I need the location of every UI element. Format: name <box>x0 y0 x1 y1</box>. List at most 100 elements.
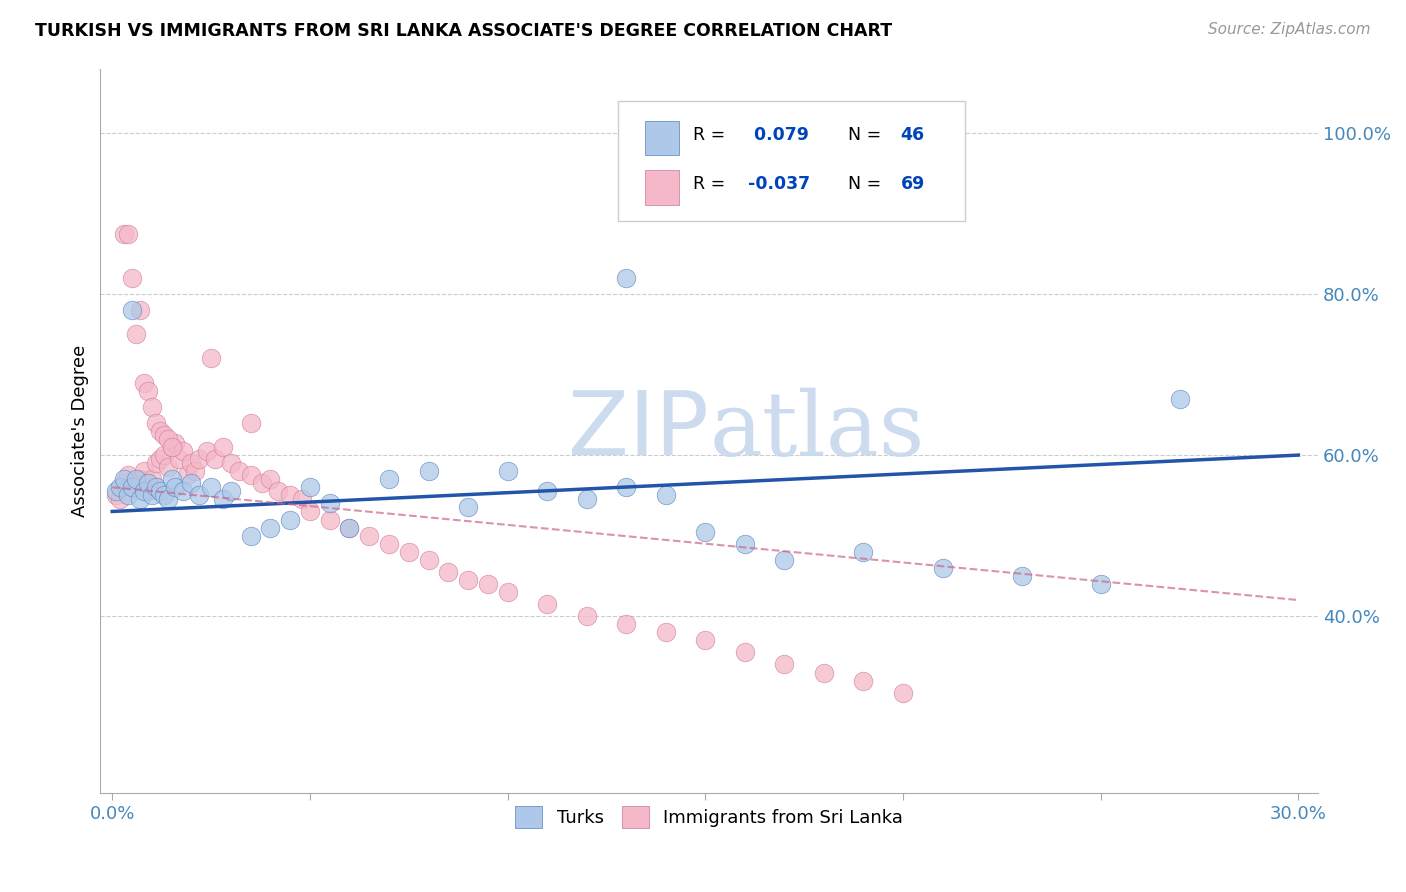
Point <box>339 520 361 534</box>
Point <box>614 617 637 632</box>
Point <box>614 480 637 494</box>
Point <box>160 472 183 486</box>
Point <box>156 432 179 446</box>
Point <box>228 464 250 478</box>
Point <box>496 585 519 599</box>
Y-axis label: Associate's Degree: Associate's Degree <box>72 345 89 517</box>
Point <box>117 468 139 483</box>
Point <box>378 472 401 486</box>
Point <box>108 492 131 507</box>
Point <box>132 464 155 478</box>
Point <box>359 528 381 542</box>
Point <box>575 609 598 624</box>
Text: TURKISH VS IMMIGRANTS FROM SRI LANKA ASSOCIATE'S DEGREE CORRELATION CHART: TURKISH VS IMMIGRANTS FROM SRI LANKA ASS… <box>35 22 893 40</box>
Point <box>149 424 172 438</box>
Point <box>180 476 202 491</box>
Point <box>1090 577 1112 591</box>
Text: N =: N = <box>837 126 887 144</box>
Point <box>117 227 139 241</box>
FancyBboxPatch shape <box>617 101 965 220</box>
Point <box>267 484 290 499</box>
Text: Source: ZipAtlas.com: Source: ZipAtlas.com <box>1208 22 1371 37</box>
Text: R =: R = <box>693 175 731 194</box>
Point <box>298 480 321 494</box>
Point <box>457 573 479 587</box>
Point <box>852 545 875 559</box>
Legend: Turks, Immigrants from Sri Lanka: Turks, Immigrants from Sri Lanka <box>508 798 911 835</box>
Point <box>536 484 558 499</box>
Point <box>112 227 135 241</box>
Point <box>156 460 179 475</box>
Point <box>575 492 598 507</box>
Point <box>398 545 420 559</box>
Point <box>239 416 262 430</box>
Text: atlas: atlas <box>709 387 925 475</box>
Point <box>259 472 281 486</box>
Point <box>125 472 148 486</box>
FancyBboxPatch shape <box>645 170 679 205</box>
Text: 69: 69 <box>900 175 925 194</box>
Point <box>169 452 191 467</box>
Point <box>219 456 242 470</box>
Point <box>239 528 262 542</box>
Point <box>117 488 139 502</box>
Point <box>180 456 202 470</box>
Point <box>212 492 235 507</box>
Point <box>132 376 155 390</box>
Point <box>1011 569 1033 583</box>
Point <box>655 625 678 640</box>
Text: N =: N = <box>837 175 887 194</box>
Text: 46: 46 <box>900 126 925 144</box>
Point <box>176 468 198 483</box>
Point <box>145 480 167 494</box>
Point <box>278 488 301 502</box>
Point <box>437 565 460 579</box>
Point <box>105 488 128 502</box>
Point <box>136 484 159 499</box>
Point <box>156 492 179 507</box>
Point <box>141 488 163 502</box>
Point <box>457 500 479 515</box>
Point <box>931 561 953 575</box>
Point <box>418 553 440 567</box>
Point <box>477 577 499 591</box>
Point <box>318 512 340 526</box>
Point <box>734 645 756 659</box>
Point <box>105 484 128 499</box>
Point <box>149 484 172 499</box>
Point <box>121 303 143 318</box>
Point <box>136 476 159 491</box>
Point <box>852 673 875 688</box>
Point <box>121 480 143 494</box>
Point <box>239 468 262 483</box>
Point <box>172 484 194 499</box>
Point <box>121 480 143 494</box>
Point <box>496 464 519 478</box>
Point <box>184 464 207 478</box>
Point <box>112 476 135 491</box>
Point <box>145 456 167 470</box>
Point <box>141 472 163 486</box>
Point <box>145 416 167 430</box>
Text: ZIP: ZIP <box>568 387 709 475</box>
Point <box>339 520 361 534</box>
Text: 0.079: 0.079 <box>748 126 808 144</box>
Point <box>252 476 274 491</box>
Point <box>108 480 131 494</box>
Point <box>614 271 637 285</box>
Point <box>160 440 183 454</box>
Point <box>152 488 174 502</box>
Point <box>112 472 135 486</box>
Point <box>200 351 222 366</box>
Point <box>152 428 174 442</box>
Point <box>655 488 678 502</box>
Point <box>813 665 835 680</box>
Point <box>188 488 211 502</box>
Point <box>204 452 226 467</box>
Point <box>200 480 222 494</box>
Point <box>165 480 187 494</box>
Point <box>125 476 148 491</box>
Point <box>165 436 187 450</box>
Point <box>318 496 340 510</box>
Point <box>259 520 281 534</box>
